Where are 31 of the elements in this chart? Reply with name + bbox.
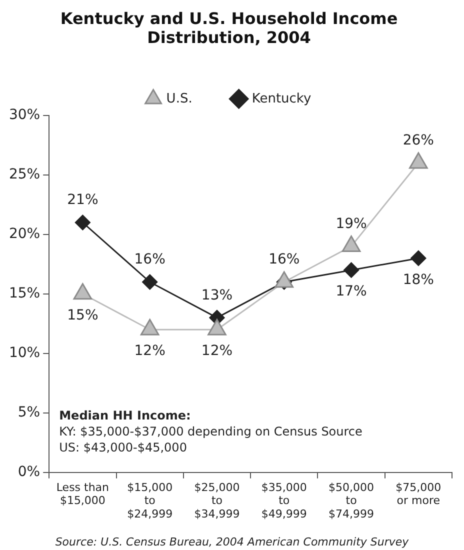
x-tick-label: $35,000 to $49,999 (261, 480, 307, 520)
data-label: 19% (336, 216, 367, 232)
annotation: US: $43,000-$45,000 (59, 440, 187, 455)
y-tick-label: 0% (18, 464, 40, 480)
data-label: 13% (201, 287, 233, 304)
y-tick-label: 30% (8, 107, 40, 124)
legend-label: Kentucky (252, 91, 312, 106)
y-tick-label: 20% (8, 226, 40, 242)
x-tick-label: $25,000 to $34,999 (194, 480, 240, 520)
data-label: 16% (268, 252, 300, 268)
source-note: Source: U.S. Census Bureau, 2004 American Community Survey (55, 535, 410, 548)
data-label: 26% (402, 132, 434, 149)
annotation: Median HH Income: (59, 408, 191, 423)
x-tick-label: $75,000 or more (396, 480, 442, 508)
data-label: 15% (67, 308, 98, 324)
data-label: 18% (402, 272, 434, 288)
y-tick-label: 10% (8, 345, 40, 362)
y-tick-label: 15% (8, 286, 40, 302)
y-tick-label: 25% (8, 166, 40, 183)
data-label: 21% (67, 192, 98, 208)
data-label: 12% (201, 343, 233, 360)
x-tick-label: $15,000 to $24,999 (127, 480, 173, 520)
x-tick-label: Less than $15,000 (56, 480, 110, 508)
annotation: KY: $35,000-$37,000 depending on Census Source (59, 424, 362, 439)
x-tick-label: $50,000 to $74,999 (328, 480, 374, 520)
data-label: 16% (134, 252, 166, 268)
data-label: 12% (134, 343, 166, 360)
y-tick-label: 5% (18, 404, 40, 421)
chart-title: Kentucky and U.S. Household Income Distribution, 2004 (60, 8, 398, 47)
legend-label: U.S. (166, 91, 192, 106)
data-label: 17% (336, 284, 367, 300)
